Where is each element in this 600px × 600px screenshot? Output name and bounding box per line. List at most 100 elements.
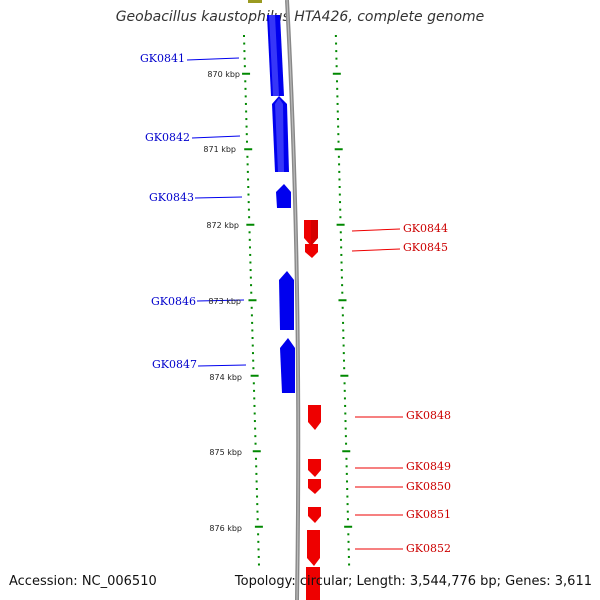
- tick-minor-left: [244, 87, 247, 90]
- tick-minor-left: [253, 420, 256, 423]
- gene-arrow-gk0851[interactable]: [308, 507, 321, 523]
- gene-label-gk0842[interactable]: GK0842: [145, 131, 190, 144]
- map-title: Geobacillus kaustophilus HTA426, complet…: [115, 9, 485, 25]
- gene-label-gk0852[interactable]: GK0852: [406, 542, 451, 555]
- tick-minor-left: [256, 495, 259, 498]
- top-feature: [248, 0, 262, 3]
- tick-major-right: [334, 148, 343, 151]
- tick-minor-left: [244, 102, 247, 105]
- tick-minor-right: [343, 389, 346, 392]
- gene-label-gk0841[interactable]: GK0841: [140, 52, 185, 65]
- tick-minor-right: [344, 404, 347, 407]
- tick-minor-left: [254, 457, 257, 460]
- tick-minor-right: [336, 102, 339, 105]
- tick-minor-left: [245, 118, 248, 121]
- tick-minor-right: [343, 397, 346, 400]
- tick-minor-left: [254, 427, 257, 430]
- tick-minor-right: [346, 503, 349, 506]
- tick-minor-right: [346, 488, 349, 490]
- tick-major-left: [252, 450, 261, 453]
- leader-gk0846: [196, 299, 245, 302]
- tick-major-right: [336, 223, 345, 226]
- tick-major-right: [340, 374, 349, 377]
- tick-minor-right: [336, 80, 339, 83]
- tick-minor-right: [341, 291, 344, 294]
- tick-track-left: [242, 35, 263, 566]
- gene-arrow-gk0848[interactable]: [308, 405, 321, 430]
- leader-gk0844: [351, 228, 401, 232]
- tick-major-right: [344, 525, 353, 528]
- leader-gk0847: [197, 364, 247, 367]
- tick-minor-right: [346, 510, 349, 513]
- gene-shade-gk0844: [311, 220, 318, 246]
- tick-minor-left: [257, 540, 260, 543]
- scale-label-870: 870 kbp: [207, 70, 240, 79]
- gene-label-gk0847[interactable]: GK0847: [152, 358, 197, 371]
- tick-minor-right: [342, 321, 345, 324]
- tick-minor-right: [340, 246, 343, 249]
- gene-arrow-gk0850[interactable]: [308, 479, 321, 494]
- tick-minor-right: [347, 555, 350, 558]
- tick-minor-right: [338, 163, 341, 166]
- tick-minor-right: [339, 208, 342, 211]
- scale-label-875: 875 kbp: [209, 448, 242, 457]
- tick-minor-left: [256, 503, 259, 506]
- tick-minor-left: [257, 533, 260, 536]
- tick-minor-left: [252, 367, 255, 370]
- tick-minor-right: [334, 35, 337, 37]
- tick-minor-left: [245, 125, 248, 128]
- gene-label-gk0850[interactable]: GK0850: [406, 480, 451, 493]
- gene-label-gk0843[interactable]: GK0843: [149, 191, 194, 204]
- tick-minor-right: [335, 65, 338, 68]
- tick-minor-right: [344, 435, 347, 438]
- tick-minor-left: [247, 178, 250, 181]
- tick-minor-right: [340, 269, 343, 272]
- gene-label-gk0848[interactable]: GK0848: [406, 409, 451, 422]
- gene-arrow-gk0846[interactable]: [279, 271, 294, 330]
- tick-minor-left: [257, 563, 260, 566]
- gene-label-gk0846[interactable]: GK0846: [151, 295, 196, 308]
- tick-minor-right: [346, 495, 349, 498]
- tick-major-left: [254, 525, 263, 528]
- tick-minor-left: [256, 510, 259, 513]
- tick-minor-right: [338, 178, 341, 181]
- tick-minor-right: [338, 186, 341, 188]
- gene-arrow-partial[interactable]: [306, 567, 320, 600]
- tick-minor-right: [345, 442, 348, 445]
- tick-minor-left: [254, 435, 257, 438]
- tick-minor-right: [336, 110, 339, 113]
- gene-arrow-gk0852[interactable]: [307, 530, 320, 566]
- tick-minor-left: [242, 35, 245, 37]
- gene-label-gk0849[interactable]: GK0849: [406, 460, 451, 473]
- leader-gk0843: [194, 196, 243, 199]
- gene-arrow-gk0843[interactable]: [276, 184, 291, 208]
- gene-arrow-gk0849[interactable]: [308, 459, 321, 477]
- tick-minor-left: [248, 231, 251, 234]
- leader-gk0841: [186, 57, 240, 61]
- tick-minor-left: [251, 344, 254, 347]
- tick-minor-left: [248, 216, 251, 219]
- gene-arrow-gk0847[interactable]: [280, 338, 295, 393]
- gene-arrow-gk0845[interactable]: [305, 244, 318, 258]
- tick-minor-left: [252, 359, 255, 362]
- tick-minor-right: [345, 472, 348, 475]
- tick-minor-right: [344, 412, 347, 415]
- tick-minor-right: [344, 420, 347, 423]
- leader-gk0845: [351, 248, 401, 252]
- tick-minor-right: [335, 50, 338, 53]
- accession-text: Accession: NC_006510: [9, 574, 157, 589]
- tick-minor-left: [247, 201, 250, 204]
- gene-label-gk0844[interactable]: GK0844: [403, 222, 448, 235]
- tick-major-left: [248, 299, 257, 302]
- tick-minor-right: [345, 457, 348, 460]
- tick-minor-left: [248, 246, 251, 249]
- tick-minor-left: [244, 80, 247, 83]
- tick-minor-left: [249, 253, 252, 256]
- scale-label-871: 871 kbp: [203, 145, 236, 154]
- gene-label-gk0845[interactable]: GK0845: [403, 241, 448, 254]
- gene-label-gk0851[interactable]: GK0851: [406, 508, 451, 521]
- tick-minor-right: [346, 480, 349, 483]
- tick-minor-right: [346, 518, 349, 521]
- tick-major-left: [250, 374, 259, 377]
- tick-minor-left: [255, 465, 258, 468]
